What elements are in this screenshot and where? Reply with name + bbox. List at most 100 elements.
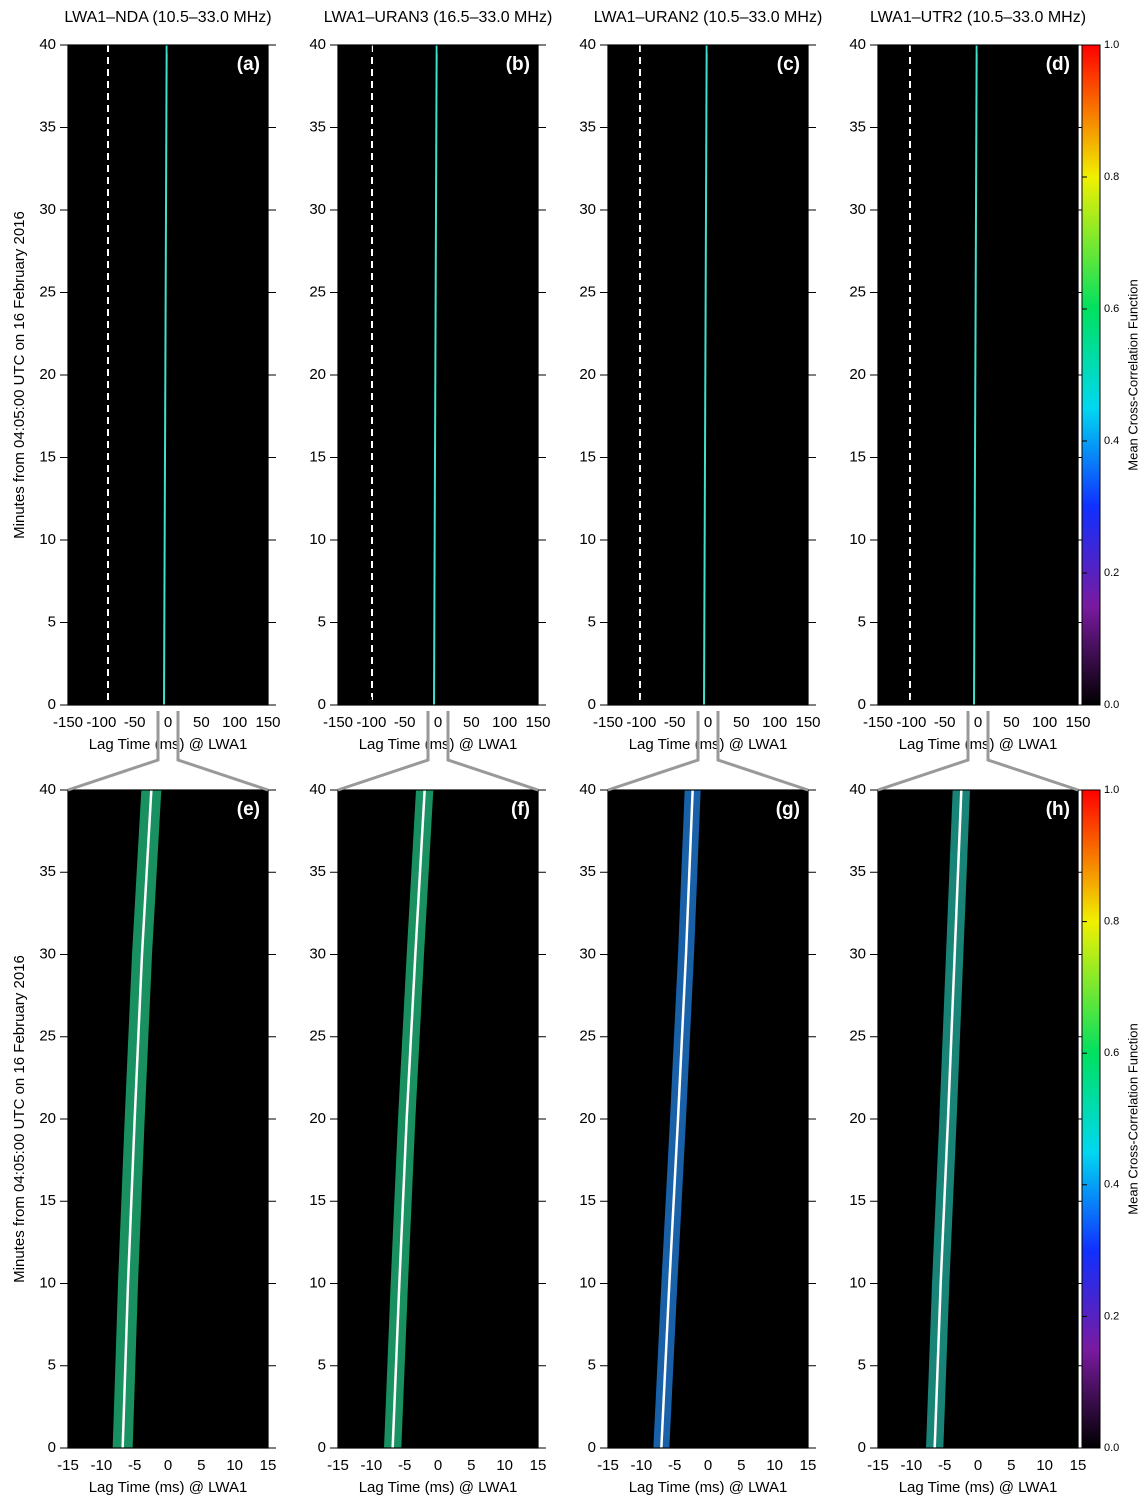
x-tick-label: 50 <box>463 714 480 731</box>
colorbar-tick-label: 0.0 <box>1104 699 1119 711</box>
x-axis-label: Lag Time (ms) @ LWA1 <box>359 736 518 753</box>
x-tick-label: 5 <box>197 1457 205 1474</box>
y-tick-label: 10 <box>579 531 596 548</box>
x-tick-label: -150 <box>863 714 893 731</box>
x-tick-label: -10 <box>900 1457 922 1474</box>
y-tick-label: 0 <box>588 696 596 713</box>
zoom-connector <box>67 711 160 792</box>
colorbar-tick-label: 0.6 <box>1104 1047 1119 1059</box>
y-tick-label: 20 <box>849 366 866 383</box>
x-tick-label: -15 <box>327 1457 349 1474</box>
y-tick-label: 20 <box>309 366 326 383</box>
x-tick-label: 0 <box>704 714 712 731</box>
y-tick-label: 35 <box>309 863 326 880</box>
x-tick-label: -15 <box>57 1457 79 1474</box>
y-tick-label: 15 <box>579 1192 596 1209</box>
y-tick-label: 10 <box>309 531 326 548</box>
plot-background <box>608 790 808 1448</box>
y-tick-label: 40 <box>849 36 866 53</box>
x-tick-label: 50 <box>733 714 750 731</box>
x-tick-label: -5 <box>128 1457 141 1474</box>
plot-background <box>878 45 1078 705</box>
plot-background <box>68 45 268 705</box>
x-tick-label: -5 <box>668 1457 681 1474</box>
zoom-connector <box>877 711 970 792</box>
colorbar-tick-label: 0.8 <box>1104 916 1119 928</box>
y-tick-label: 40 <box>579 781 596 798</box>
y-tick-label: 25 <box>579 283 596 300</box>
y-tick-label: 15 <box>39 448 56 465</box>
x-axis-label: Lag Time (ms) @ LWA1 <box>359 1479 518 1496</box>
y-tick-label: 25 <box>39 283 56 300</box>
x-axis-label: Lag Time (ms) @ LWA1 <box>629 1479 788 1496</box>
y-tick-label: 40 <box>39 36 56 53</box>
y-tick-label: 30 <box>39 945 56 962</box>
colorbar-tick-label: 0.2 <box>1104 1310 1119 1322</box>
x-tick-label: 100 <box>762 714 787 731</box>
panel-label: (a) <box>237 54 260 75</box>
x-tick-label: 50 <box>1003 714 1020 731</box>
y-tick-label: 0 <box>318 696 326 713</box>
x-axis-label: Lag Time (ms) @ LWA1 <box>89 736 248 753</box>
colorbar <box>1081 789 1101 1449</box>
y-tick-label: 30 <box>849 201 866 218</box>
y-tick-label: 30 <box>39 201 56 218</box>
colorbar-tick-label: 0.0 <box>1104 1442 1119 1454</box>
y-tick-label: 25 <box>39 1028 56 1045</box>
y-axis-label: Minutes from 04:05:00 UTC on 16 February… <box>11 211 28 539</box>
y-tick-label: 10 <box>39 531 56 548</box>
y-tick-label: 20 <box>309 1110 326 1127</box>
y-tick-label: 10 <box>309 1274 326 1291</box>
panel-label: (h) <box>1046 799 1070 820</box>
x-tick-label: 100 <box>222 714 247 731</box>
plot-background <box>68 790 268 1448</box>
plot-background <box>878 790 1078 1448</box>
y-tick-label: 0 <box>858 1439 866 1456</box>
y-tick-label: 15 <box>579 448 596 465</box>
x-axis-label: Lag Time (ms) @ LWA1 <box>899 736 1058 753</box>
y-tick-label: 25 <box>579 1028 596 1045</box>
x-tick-label: 15 <box>530 1457 547 1474</box>
y-tick-label: 25 <box>849 1028 866 1045</box>
x-tick-label: 15 <box>260 1457 277 1474</box>
x-axis-label: Lag Time (ms) @ LWA1 <box>89 1479 248 1496</box>
x-tick-label: 100 <box>1032 714 1057 731</box>
x-tick-label: 5 <box>1007 1457 1015 1474</box>
x-tick-label: 0 <box>164 714 172 731</box>
y-tick-label: 5 <box>858 613 866 630</box>
panel-label: (b) <box>506 54 530 75</box>
y-tick-label: 15 <box>39 1192 56 1209</box>
x-tick-label: -150 <box>53 714 83 731</box>
colorbar-tick-label: 0.2 <box>1104 567 1119 579</box>
y-tick-label: 30 <box>309 201 326 218</box>
zoom-connector <box>176 711 269 792</box>
x-tick-label: 0 <box>434 1457 442 1474</box>
colorbar-label: Mean Cross-Correlation Function <box>1125 279 1140 470</box>
y-tick-label: 25 <box>309 283 326 300</box>
zoom-connector <box>716 711 809 792</box>
panel-title: LWA1–URAN3 (16.5–33.0 MHz) <box>324 9 553 26</box>
y-tick-label: 35 <box>579 863 596 880</box>
colorbar-tick-label: 0.4 <box>1104 435 1119 447</box>
y-axis-label: Minutes from 04:05:00 UTC on 16 February… <box>11 955 28 1283</box>
y-tick-label: 40 <box>309 781 326 798</box>
y-tick-label: 15 <box>849 448 866 465</box>
panel-title: LWA1–UTR2 (10.5–33.0 MHz) <box>870 9 1086 26</box>
plot-background <box>338 45 538 705</box>
y-tick-label: 5 <box>318 613 326 630</box>
colorbar-tick-label: 0.8 <box>1104 171 1119 183</box>
x-tick-label: -50 <box>124 714 146 731</box>
y-tick-label: 30 <box>849 945 866 962</box>
x-tick-label: -10 <box>90 1457 112 1474</box>
y-tick-label: 5 <box>318 1357 326 1374</box>
x-tick-label: 10 <box>496 1457 513 1474</box>
y-tick-label: 35 <box>309 118 326 135</box>
x-tick-label: 15 <box>800 1457 817 1474</box>
y-tick-label: 35 <box>849 118 866 135</box>
x-tick-label: 10 <box>1036 1457 1053 1474</box>
y-tick-label: 30 <box>309 945 326 962</box>
y-tick-label: 40 <box>309 36 326 53</box>
x-tick-label: -10 <box>630 1457 652 1474</box>
panel-label: (e) <box>237 799 260 820</box>
x-tick-label: 0 <box>164 1457 172 1474</box>
